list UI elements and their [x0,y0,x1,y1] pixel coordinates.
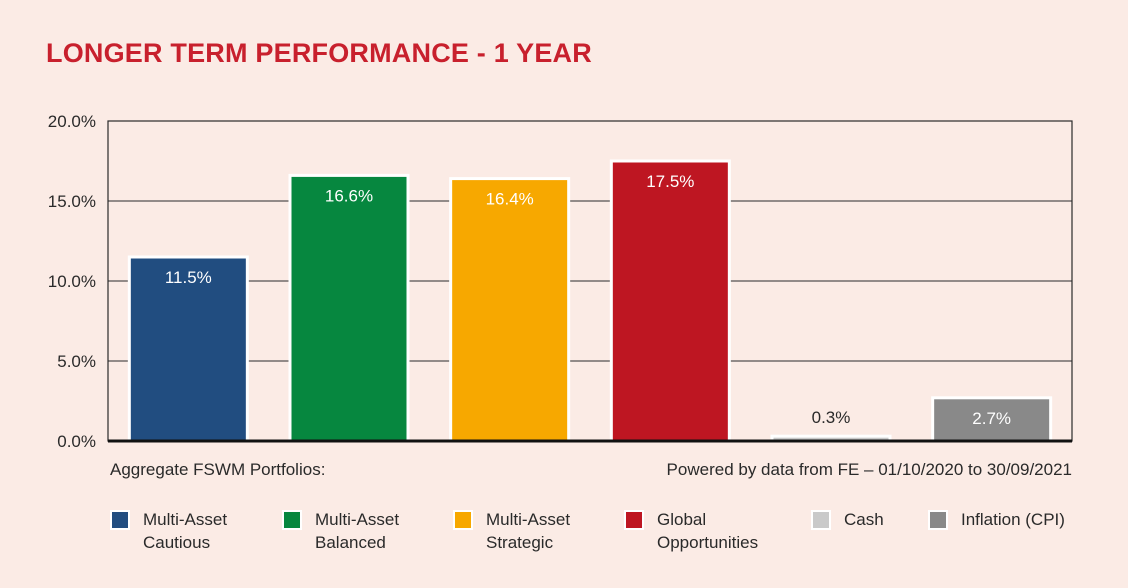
legend-item: Global Opportunities [624,508,797,554]
legend-label-line: Strategic [486,533,554,552]
data-label: 16.6% [325,186,373,205]
legend-label: Global Opportunities [657,508,797,554]
legend-swatch [811,510,831,530]
legend-label-line: Balanced [315,533,386,552]
data-label: 17.5% [646,172,694,191]
legend-label-line: Multi-Asset [143,510,228,529]
data-label: 2.7% [972,409,1011,428]
legend-swatch [624,510,644,530]
data-label: 0.3% [812,408,851,427]
data-label: 16.4% [486,190,534,209]
legend-item: Multi-Asset Cautious [110,508,283,554]
legend-swatch [928,510,948,530]
legend-label: Cash [844,508,984,531]
gridlines [108,120,1072,362]
y-tick-label: 15.0% [48,192,96,211]
y-tick-label: 20.0% [48,112,96,131]
data-label: 11.5% [165,268,212,287]
y-tick-label: 5.0% [57,352,96,371]
legend-label: Multi-Asset Cautious [143,508,283,554]
legend-label: Multi-Asset Strategic [486,508,626,554]
data-labels: 11.5% 16.6% 16.4% 17.5% 0.3% 2.7% [165,172,1011,428]
bar [931,396,1053,443]
legend-swatch [282,510,302,530]
legend-swatch [110,510,130,530]
footnote-portfolios: Aggregate FSWM Portfolios: [110,460,326,479]
legend-label-line: Cash [844,510,884,529]
bars [127,159,1053,443]
bar-chart: 11.5% 16.6% 16.4% 17.5% 0.3% 2.7% 0.0% 5.0% 10.… [48,112,1073,451]
legend-label-line: Opportunities [657,533,759,552]
chart-title: LONGER TERM PERFORMANCE - 1 YEAR [46,38,592,68]
axes [107,120,1073,443]
bar [449,177,571,443]
legend-item: Multi-Asset Balanced [282,508,455,554]
legend-label: Inflation (CPI) [961,508,1101,531]
legend-item: Multi-Asset Strategic [453,508,626,554]
legend-label-line: Multi-Asset [486,510,571,529]
y-tick-label: 10.0% [48,272,96,291]
bar [609,159,731,443]
legend-swatch [453,510,473,530]
y-tick-labels: 0.0% 5.0% 10.0% 15.0% 20.0% [48,112,96,451]
legend-item: Cash [811,508,984,531]
bar [288,173,410,443]
legend-label-line: Multi-Asset [315,510,400,529]
legend-label-line: Inflation (CPI) [961,510,1065,529]
legend-label-line: Global [657,510,707,529]
legend-label-line: Cautious [143,533,211,552]
legend-item: Inflation (CPI) [928,508,1101,531]
footnote-source: Powered by data from FE – 01/10/2020 to … [666,460,1072,479]
legend: Multi-Asset Cautious Multi-Asset Balanced Mu… [0,508,1128,568]
y-tick-label: 0.0% [57,432,96,451]
legend-label: Multi-Asset Balanced [315,508,455,554]
